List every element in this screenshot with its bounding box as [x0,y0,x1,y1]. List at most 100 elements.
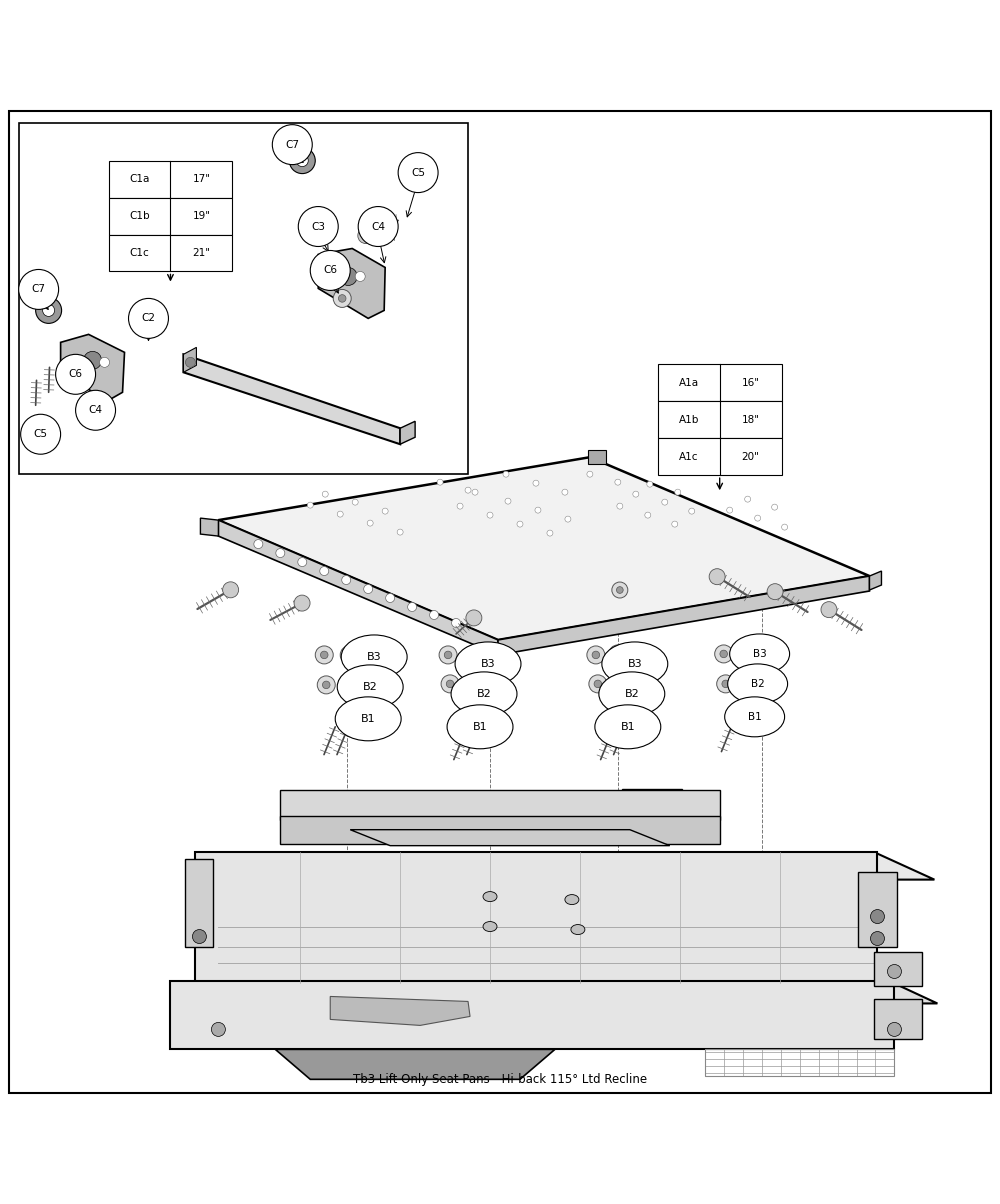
Circle shape [444,651,452,659]
Circle shape [592,651,600,659]
Circle shape [338,295,346,302]
Circle shape [21,414,61,454]
Circle shape [84,352,102,370]
Circle shape [439,645,457,663]
Circle shape [487,512,493,518]
Bar [170,981,894,1050]
Circle shape [298,207,338,247]
Circle shape [92,400,110,418]
Circle shape [612,582,628,598]
Circle shape [437,479,443,485]
Circle shape [611,675,629,692]
Circle shape [367,520,373,526]
Circle shape [517,521,523,527]
Text: Tb3 Lift Only Seat Pans - Hi-back 115° Ltd Recline: Tb3 Lift Only Seat Pans - Hi-back 115° L… [353,1073,647,1086]
Text: B3: B3 [628,659,642,669]
Circle shape [276,549,285,557]
Circle shape [662,500,668,506]
Circle shape [594,680,602,687]
Circle shape [645,512,651,518]
Polygon shape [275,1050,555,1079]
Polygon shape [330,997,470,1026]
Bar [658,365,782,401]
Ellipse shape [483,892,497,902]
Text: A1c: A1c [679,452,698,461]
Polygon shape [218,520,498,655]
Circle shape [441,675,459,692]
Ellipse shape [599,672,665,716]
Text: C4: C4 [371,222,385,231]
Text: C4: C4 [89,406,103,415]
Ellipse shape [447,704,513,749]
Circle shape [386,594,395,602]
Text: B1: B1 [361,714,375,724]
Text: B3: B3 [367,651,381,662]
Circle shape [715,645,733,663]
Text: C1c: C1c [130,248,149,258]
Polygon shape [183,354,400,444]
Circle shape [296,154,308,166]
Circle shape [463,675,481,692]
Ellipse shape [595,704,661,749]
Circle shape [340,645,358,663]
Text: B1: B1 [473,722,487,732]
Circle shape [398,153,438,193]
Circle shape [745,496,751,502]
Bar [109,235,232,271]
Polygon shape [400,421,415,444]
Circle shape [56,354,96,394]
Circle shape [614,650,622,657]
Circle shape [310,250,350,290]
Circle shape [129,299,168,338]
Circle shape [320,567,329,576]
Polygon shape [183,348,196,372]
Circle shape [294,142,310,159]
Circle shape [870,932,884,945]
Circle shape [533,480,539,486]
Text: 16": 16" [742,378,760,388]
Text: A1a: A1a [679,378,699,388]
Circle shape [358,207,398,247]
Circle shape [565,517,571,523]
Circle shape [76,390,116,430]
Circle shape [505,498,511,504]
Text: 17": 17" [192,175,210,184]
Circle shape [465,488,471,494]
Circle shape [452,619,461,627]
Circle shape [36,297,62,324]
Circle shape [587,471,593,477]
Polygon shape [318,248,385,318]
Circle shape [472,489,478,495]
Circle shape [717,675,735,692]
Circle shape [352,500,358,506]
Circle shape [457,503,463,509]
Text: C7: C7 [32,284,46,295]
Circle shape [298,557,307,567]
Text: 19": 19" [192,211,210,222]
Circle shape [887,1022,901,1037]
Circle shape [19,270,59,309]
Circle shape [772,504,778,510]
Circle shape [289,148,315,173]
Circle shape [294,595,310,612]
Circle shape [272,125,312,165]
Text: C5: C5 [34,430,48,439]
Text: C2: C2 [141,313,155,324]
Circle shape [254,539,263,549]
Circle shape [468,680,476,687]
Circle shape [307,502,313,508]
Circle shape [782,524,788,530]
Circle shape [503,471,509,477]
Circle shape [355,271,365,282]
Ellipse shape [335,697,401,740]
Circle shape [360,213,376,230]
Ellipse shape [728,663,788,704]
Circle shape [633,491,639,497]
Circle shape [587,645,605,663]
Bar [858,872,897,946]
Circle shape [755,515,761,521]
Circle shape [315,645,333,663]
Circle shape [77,397,95,415]
Bar [195,851,877,984]
Polygon shape [195,854,934,880]
